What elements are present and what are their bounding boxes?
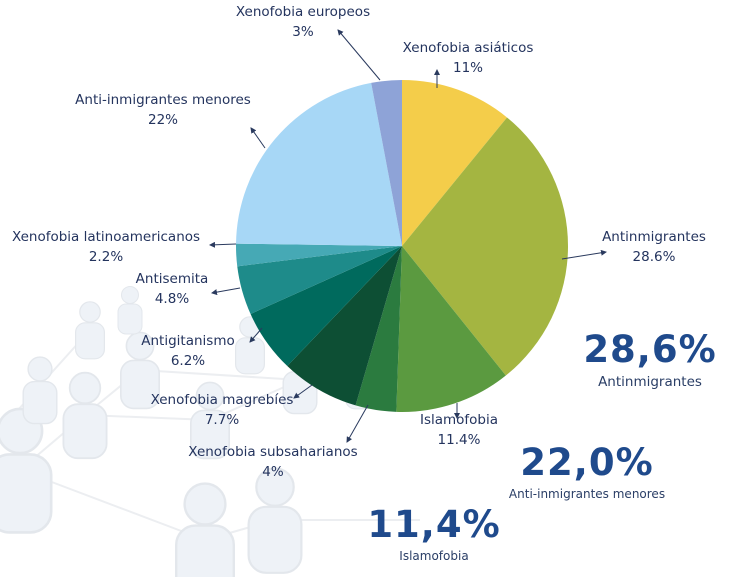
- leader-line: [250, 127, 266, 149]
- highlight-value: 22,0%: [520, 441, 654, 484]
- slice-label-name: Xenofobia magrebíes: [150, 392, 294, 408]
- leader-line: [561, 249, 607, 260]
- slice-label: Anti-inmigrantes menores 22%: [75, 90, 251, 130]
- person-figure: [119, 331, 161, 410]
- highlight-label: Antinmigrantes: [598, 374, 702, 390]
- leader-line: [293, 384, 313, 399]
- highlight-label: Islamofobia: [399, 549, 469, 563]
- pie-slice-7: [236, 243, 402, 267]
- slice-label: Xenofobia latinoamericanos 2.2%: [12, 227, 200, 267]
- person-figure: [117, 286, 143, 335]
- slice-label-value: 4.8%: [154, 291, 190, 307]
- slice-label-value: 11.4%: [437, 432, 481, 448]
- leader-line: [209, 241, 237, 248]
- pie-slice-2: [396, 246, 506, 412]
- pie-slice-6: [237, 246, 402, 314]
- slice-label-name: Xenofobia europeos: [235, 4, 371, 20]
- pie-slice-5: [250, 246, 402, 366]
- pie-slice-4: [287, 246, 402, 406]
- leader-line: [337, 29, 381, 81]
- leader-line: [211, 287, 241, 296]
- pie-slice-0: [402, 80, 508, 246]
- person-figure: [74, 301, 106, 360]
- slice-label: Antisemita 4.8%: [136, 269, 209, 309]
- slice-label-name: Xenofobia subsaharianos: [188, 444, 358, 460]
- person-figure: [22, 356, 58, 425]
- slice-label-value: 7.7%: [204, 412, 240, 428]
- highlight-value: 11,4%: [367, 503, 501, 546]
- person-figure: [247, 467, 303, 574]
- slice-label: Antigitanismo 6.2%: [141, 331, 234, 371]
- slice-label-value: 11%: [452, 60, 483, 76]
- slice-label-name: Xenofobia asiáticos: [402, 40, 534, 56]
- slice-label: Xenofobia asiáticos 11%: [403, 38, 534, 78]
- pie-slice-1: [402, 117, 568, 376]
- pie-slice-8: [236, 82, 402, 247]
- slice-label-name: Antinmigrantes: [602, 229, 706, 245]
- slice-label: Xenofobia europeos 3%: [236, 2, 370, 42]
- slice-label: Antinmigrantes 28.6%: [602, 227, 706, 267]
- slice-label-value: 3%: [292, 24, 314, 40]
- highlight-anti-inmigrantes-menores: 22,0% Anti-inmigrantes menores: [509, 441, 665, 501]
- slice-label-value: 6.2%: [170, 353, 206, 369]
- pie-slice-9: [371, 80, 402, 246]
- slice-label-value: 2.2%: [88, 249, 124, 265]
- slice-label-name: Antigitanismo: [141, 333, 235, 349]
- person-figure: [62, 371, 108, 460]
- slice-label-value: 4%: [262, 464, 284, 480]
- person-figure: [175, 482, 235, 577]
- slice-label-value: 28.6%: [632, 249, 676, 265]
- pie-slice-3: [355, 246, 402, 412]
- slice-label: Xenofobia magrebíes 7.7%: [151, 390, 294, 430]
- slice-label: Xenofobia subsaharianos 4%: [188, 442, 357, 482]
- highlight-islamofobia: 11,4% Islamofobia: [367, 503, 500, 563]
- slice-label-name: Islamofobia: [419, 412, 499, 428]
- network-line: [139, 369, 301, 381]
- slice-label: Islamofobia 11.4%: [420, 410, 498, 450]
- leader-line: [249, 327, 263, 343]
- person-figure: [189, 381, 231, 460]
- slice-label-name: Antisemita: [135, 271, 209, 287]
- highlight-antinmigrantes: 28,6% Antinmigrantes: [583, 328, 716, 390]
- leader-line: [346, 404, 369, 443]
- slice-label-value: 22%: [147, 112, 178, 128]
- slice-label-name: Xenofobia latinoamericanos: [11, 229, 201, 245]
- highlight-label: Anti-inmigrantes menores: [508, 487, 666, 501]
- highlight-value: 28,6%: [583, 328, 717, 371]
- slice-label-name: Anti-inmigrantes menores: [75, 92, 251, 108]
